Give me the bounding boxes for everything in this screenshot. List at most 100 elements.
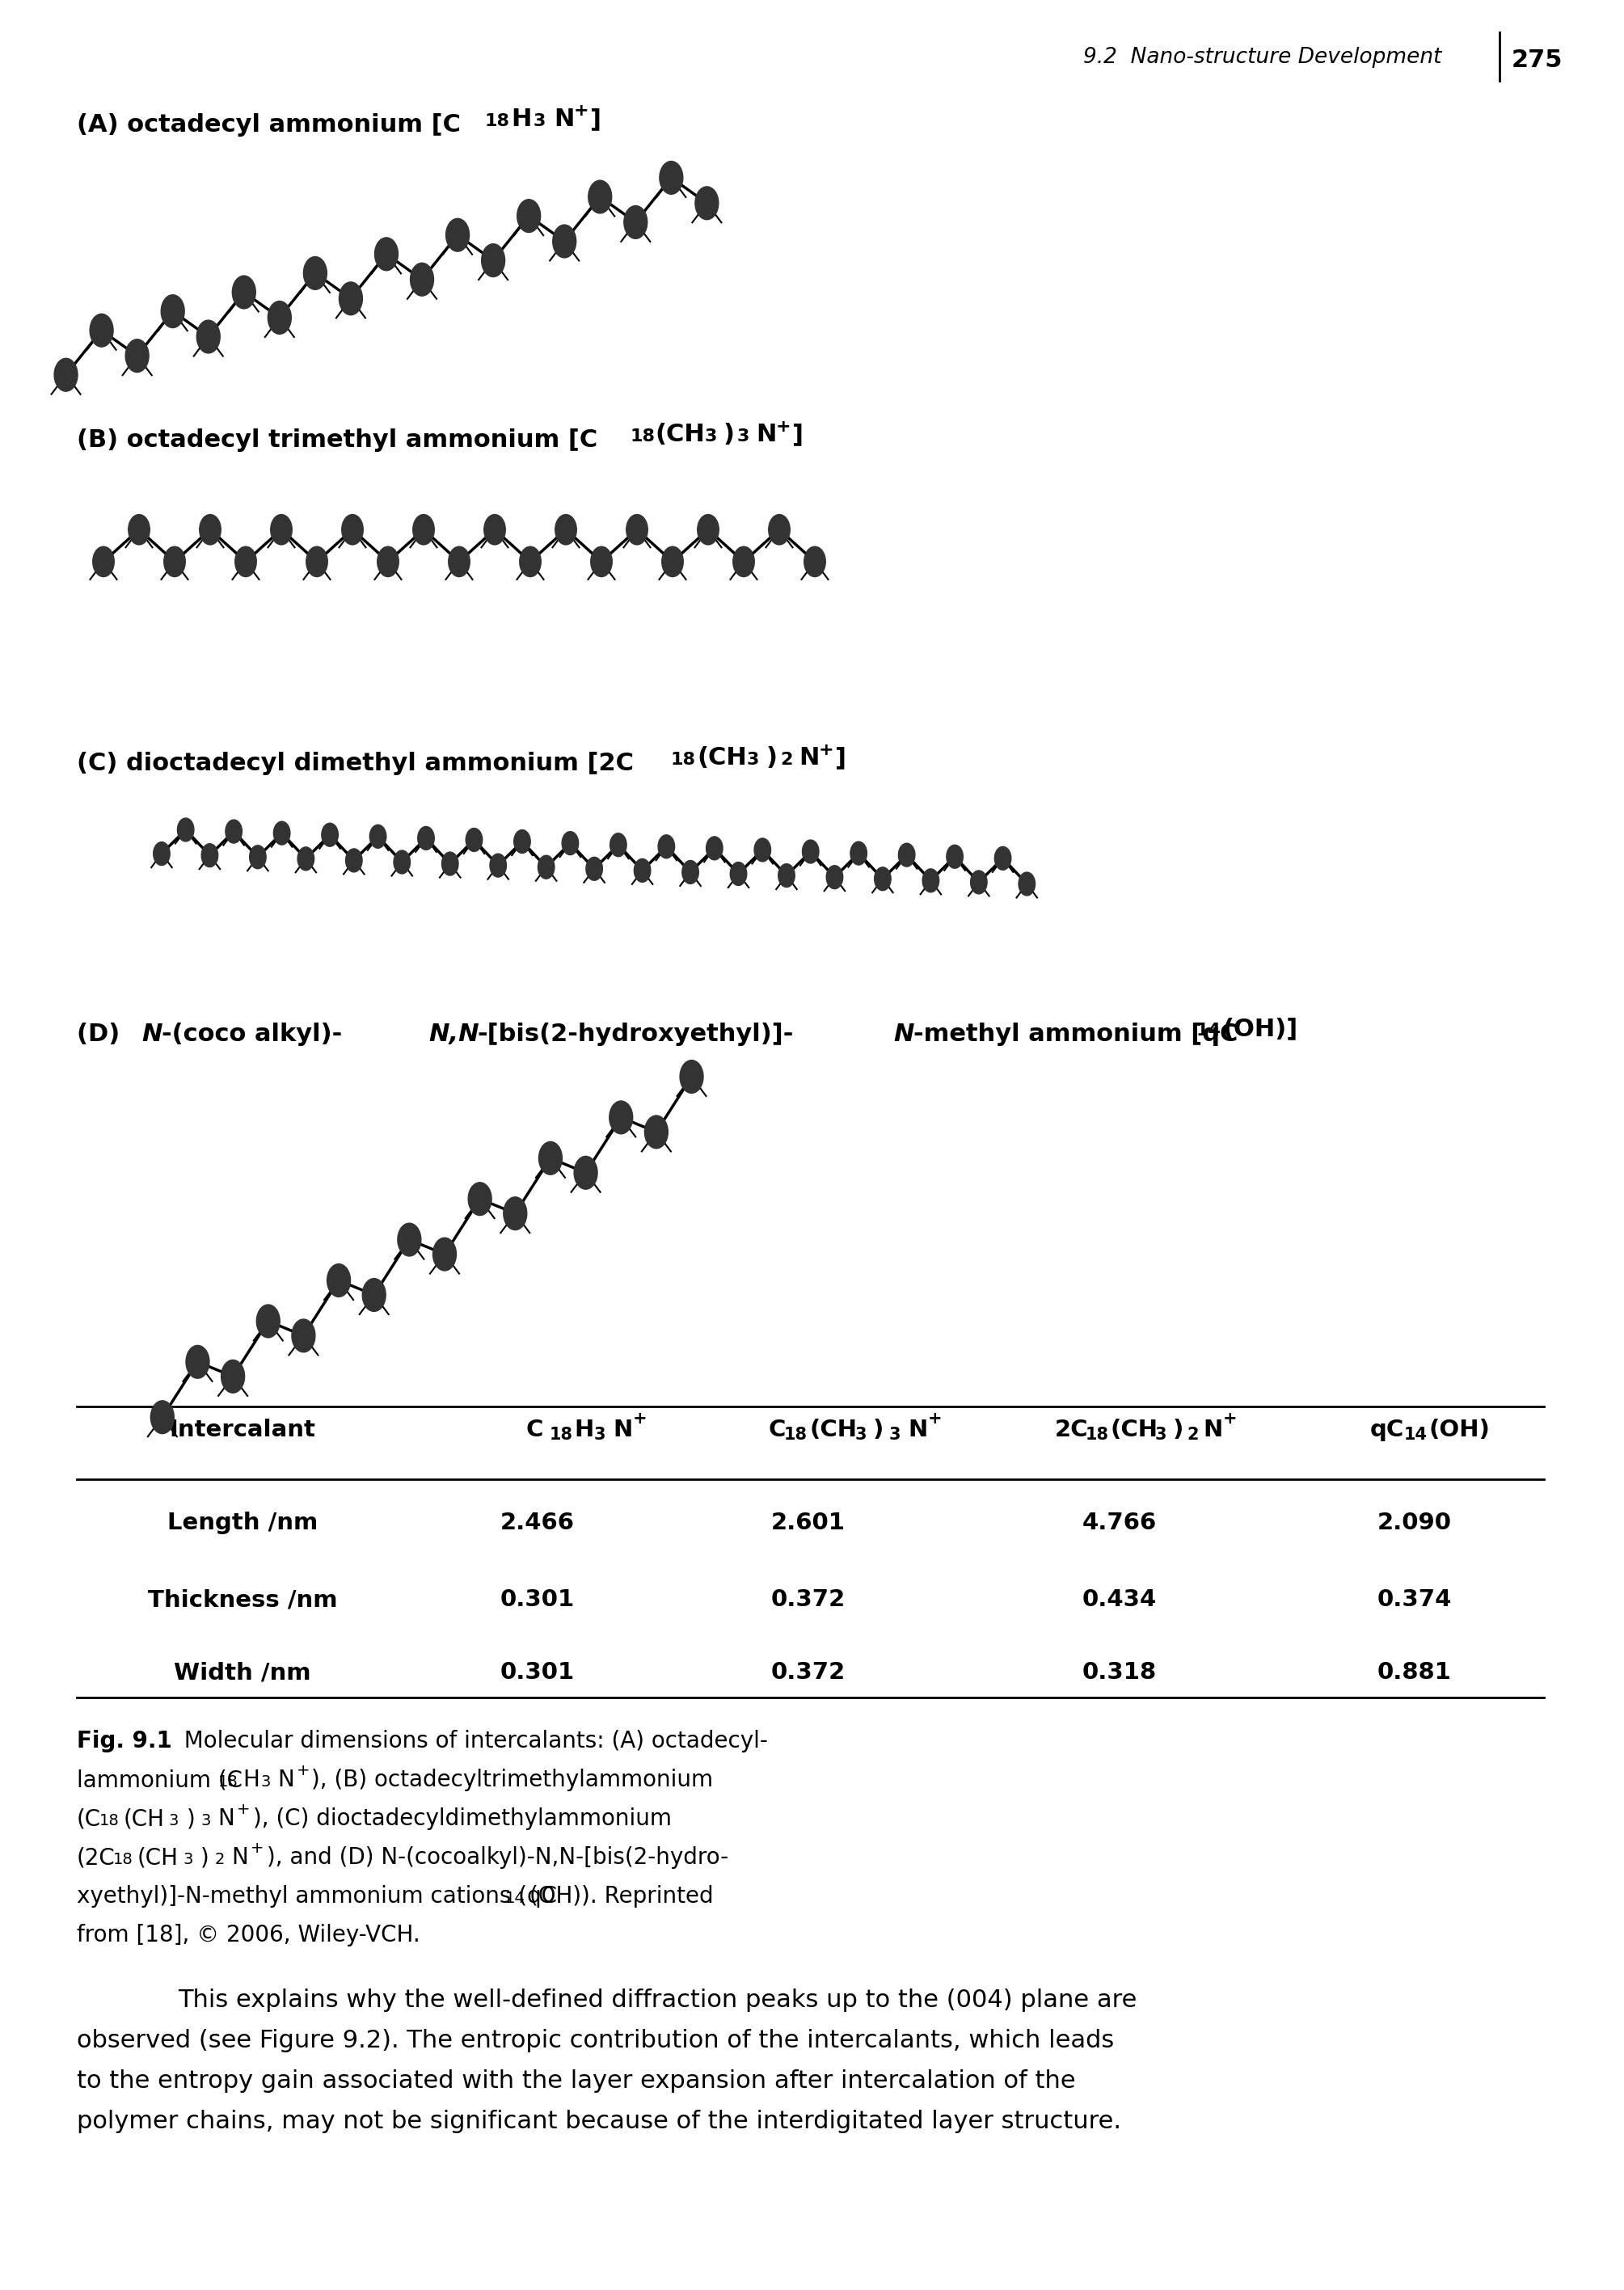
Circle shape <box>804 547 825 577</box>
Text: (CH: (CH <box>697 747 747 769</box>
Circle shape <box>503 1198 526 1230</box>
Circle shape <box>513 829 531 854</box>
Text: ]: ] <box>793 424 804 447</box>
Text: (OH): (OH) <box>1429 1418 1491 1440</box>
Circle shape <box>235 547 257 577</box>
Text: N: N <box>612 1418 632 1440</box>
Text: (CH: (CH <box>810 1418 857 1440</box>
Circle shape <box>466 829 482 852</box>
Text: 2C: 2C <box>1056 1418 1088 1440</box>
Circle shape <box>257 1305 279 1337</box>
Text: ), and (D) N-(cocoalkyl)-N,N-[bis(2-hydro-: ), and (D) N-(cocoalkyl)-N,N-[bis(2-hydr… <box>266 1846 729 1869</box>
Circle shape <box>442 852 458 875</box>
Text: 0.372: 0.372 <box>771 1589 846 1610</box>
Circle shape <box>516 199 541 231</box>
Text: 0.434: 0.434 <box>1082 1589 1156 1610</box>
Text: 0.374: 0.374 <box>1377 1589 1452 1610</box>
Circle shape <box>341 515 364 545</box>
Circle shape <box>197 321 219 353</box>
Text: N: N <box>799 747 818 769</box>
Circle shape <box>161 295 185 327</box>
Text: C: C <box>526 1418 542 1440</box>
Circle shape <box>447 218 469 252</box>
Text: N: N <box>755 424 776 447</box>
Text: +: + <box>250 1841 265 1855</box>
Circle shape <box>680 1060 703 1092</box>
Text: N: N <box>218 1807 234 1830</box>
Circle shape <box>370 824 387 847</box>
Text: N: N <box>893 1024 914 1047</box>
Circle shape <box>398 1223 421 1257</box>
Circle shape <box>326 1264 351 1296</box>
Text: N: N <box>278 1768 294 1791</box>
Circle shape <box>201 843 218 868</box>
Circle shape <box>164 547 185 577</box>
Text: ): ) <box>767 747 778 769</box>
Text: 18: 18 <box>99 1814 120 1827</box>
Text: 14: 14 <box>1405 1427 1427 1443</box>
Circle shape <box>307 547 328 577</box>
Text: C: C <box>768 1418 786 1440</box>
Circle shape <box>947 845 963 868</box>
Text: Molecular dimensions of intercalants: (A) octadecyl-: Molecular dimensions of intercalants: (A… <box>171 1729 768 1752</box>
Text: ): ) <box>723 424 734 447</box>
Circle shape <box>802 840 818 863</box>
Circle shape <box>609 1101 633 1134</box>
Circle shape <box>922 868 939 893</box>
Circle shape <box>682 861 698 884</box>
Text: Intercalant: Intercalant <box>169 1418 315 1440</box>
Circle shape <box>273 822 291 845</box>
Circle shape <box>754 838 771 861</box>
Circle shape <box>768 515 789 545</box>
Text: 3: 3 <box>169 1814 179 1827</box>
Text: (C) dioctadecyl dimethyl ammonium [2C: (C) dioctadecyl dimethyl ammonium [2C <box>76 751 633 776</box>
Circle shape <box>322 822 338 847</box>
Circle shape <box>448 547 469 577</box>
Circle shape <box>375 238 398 270</box>
Text: 2: 2 <box>780 751 793 767</box>
Circle shape <box>611 834 627 856</box>
Circle shape <box>658 836 674 859</box>
Text: 18: 18 <box>549 1427 573 1443</box>
Text: 2: 2 <box>214 1853 226 1866</box>
Circle shape <box>778 863 794 886</box>
Circle shape <box>292 1319 315 1351</box>
Text: 3: 3 <box>182 1853 193 1866</box>
Text: ): ) <box>200 1846 209 1869</box>
Circle shape <box>221 1360 245 1392</box>
Text: 3: 3 <box>534 112 546 128</box>
Text: lammonium (C: lammonium (C <box>76 1768 242 1791</box>
Circle shape <box>250 845 266 868</box>
Text: ): ) <box>187 1807 195 1830</box>
Circle shape <box>971 870 987 893</box>
Text: (B) octadecyl trimethyl ammonium [C: (B) octadecyl trimethyl ammonium [C <box>76 428 598 451</box>
Text: 3: 3 <box>747 751 760 767</box>
Text: (CH: (CH <box>654 424 705 447</box>
Circle shape <box>731 861 747 886</box>
Circle shape <box>151 1401 174 1434</box>
Text: (2C: (2C <box>76 1846 115 1869</box>
Text: N: N <box>908 1418 927 1440</box>
Text: (CH: (CH <box>123 1807 166 1830</box>
Text: ): ) <box>1173 1418 1184 1440</box>
Circle shape <box>562 831 578 854</box>
Text: from [18], © 2006, Wiley-VCH.: from [18], © 2006, Wiley-VCH. <box>76 1924 421 1946</box>
Text: Width /nm: Width /nm <box>174 1660 312 1683</box>
Circle shape <box>490 854 507 877</box>
Circle shape <box>339 282 362 316</box>
Circle shape <box>417 827 434 850</box>
Text: 3: 3 <box>705 428 718 444</box>
Circle shape <box>185 1347 209 1379</box>
Circle shape <box>591 547 612 577</box>
Text: 3: 3 <box>856 1427 867 1443</box>
Circle shape <box>304 256 326 289</box>
Text: -methyl ammonium [qC: -methyl ammonium [qC <box>913 1024 1237 1047</box>
Text: H: H <box>242 1768 260 1791</box>
Text: (CH: (CH <box>138 1846 179 1869</box>
Text: 18: 18 <box>114 1853 133 1866</box>
Text: This explains why the well-defined diffraction peaks up to the (004) plane are: This explains why the well-defined diffr… <box>179 1988 1137 2013</box>
Circle shape <box>362 1278 387 1312</box>
Circle shape <box>412 515 434 545</box>
Circle shape <box>624 206 648 238</box>
Text: 18: 18 <box>1085 1427 1109 1443</box>
